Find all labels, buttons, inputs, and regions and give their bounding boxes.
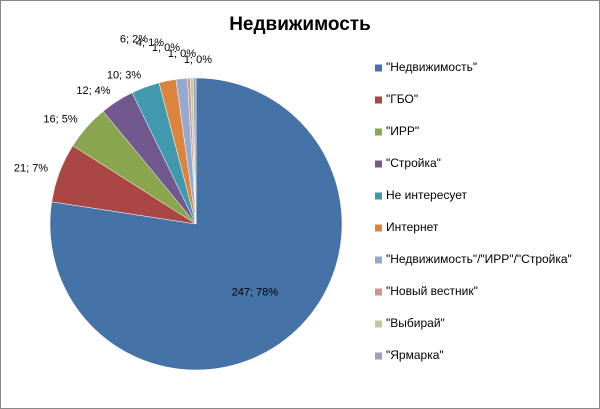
legend-swatch: [375, 320, 382, 328]
legend-swatch: [375, 224, 382, 232]
legend-label: "Недвижимость": [386, 60, 477, 74]
legend-label: "Ярмарка": [386, 348, 444, 362]
legend-label: "ИРР": [386, 124, 419, 138]
legend-label: "Стройка": [386, 156, 441, 170]
legend-label: "Недвижимость"/"ИРР"/"Стройка": [386, 252, 572, 266]
data-label: 247; 78%: [232, 287, 279, 299]
data-label: 6; 2%: [120, 34, 148, 46]
data-label: 4; 1%: [136, 37, 164, 49]
legend-swatch: [375, 288, 382, 296]
data-label: 1; 0%: [152, 42, 180, 54]
legend-label: "ГБО": [386, 92, 418, 106]
data-label: 16; 5%: [43, 113, 77, 125]
legend-swatch: [375, 192, 382, 200]
legend-swatch: [375, 352, 382, 360]
data-label: 10; 3%: [107, 70, 141, 82]
legend-swatch: [375, 64, 382, 72]
pie-slice: [192, 77, 197, 225]
data-label: 21; 7%: [14, 162, 48, 174]
legend-label: Не интересует: [386, 188, 468, 202]
data-label: 12; 4%: [76, 85, 110, 97]
data-label: 1; 0%: [184, 54, 212, 66]
legend-label: "Новый вестник": [386, 284, 478, 298]
legend-swatch: [375, 160, 382, 168]
legend-swatch: [375, 96, 382, 104]
legend-label: Интернет: [386, 220, 439, 234]
data-label: 1; 0%: [168, 48, 196, 60]
chart-title: Недвижимость: [229, 14, 371, 35]
legend-swatch: [375, 128, 382, 136]
legend-swatch: [375, 256, 382, 264]
legend-label: "Выбирай": [386, 316, 445, 330]
